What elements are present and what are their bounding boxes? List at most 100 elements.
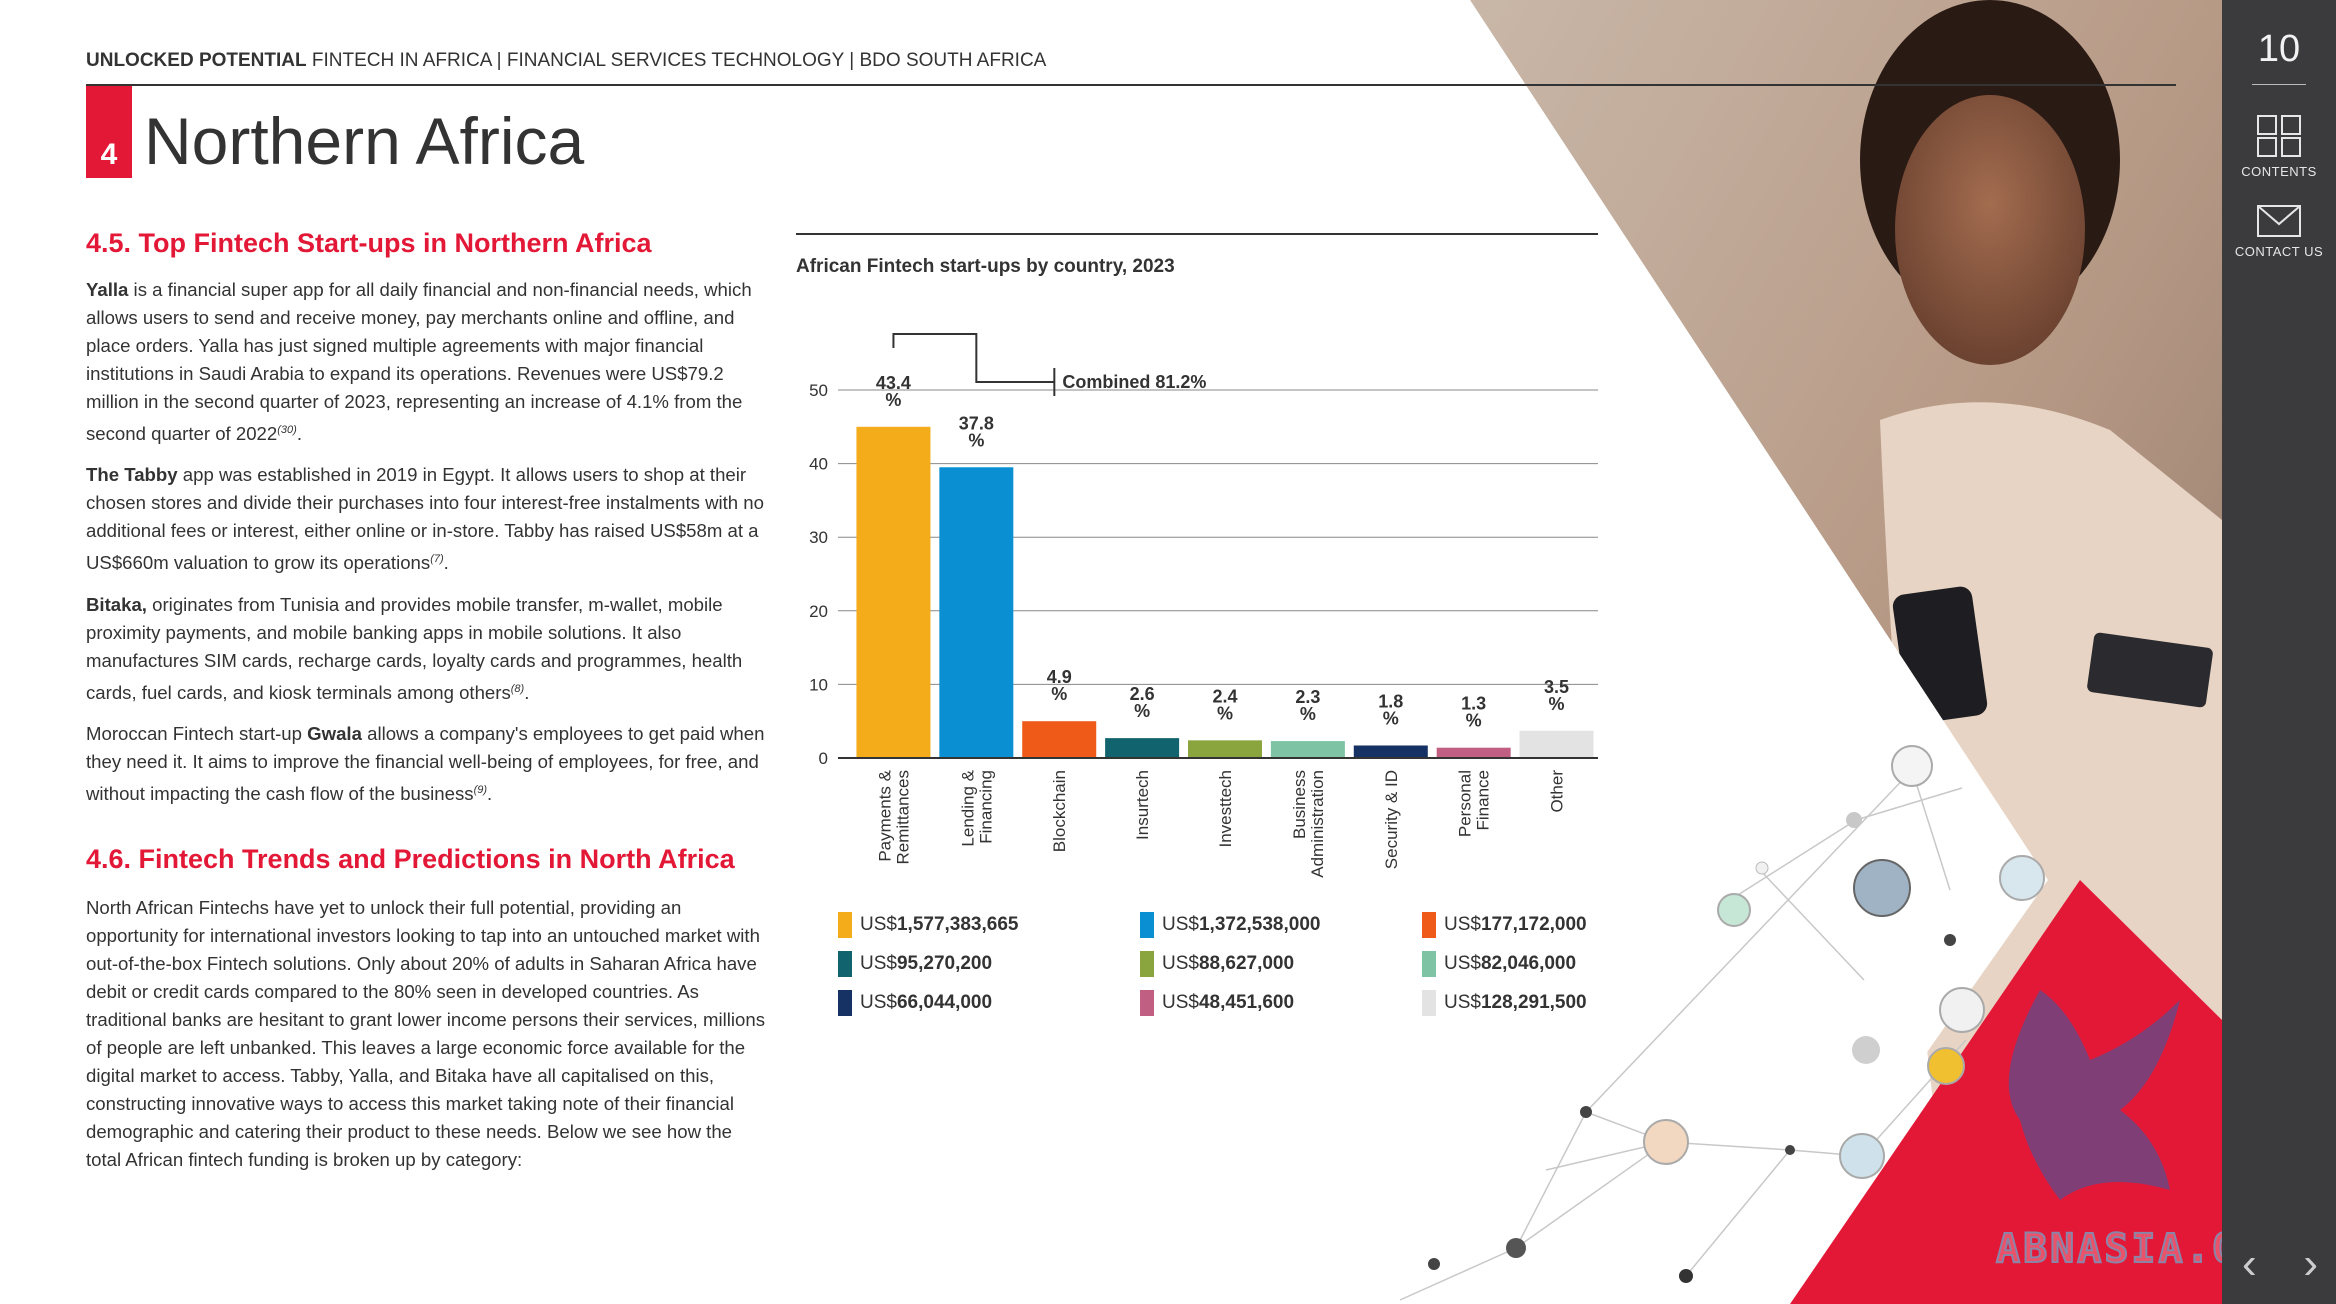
tabby-end: . [443,552,449,574]
x-tick-label: Administration [1308,770,1327,878]
x-tick-label: Lending & [958,769,977,846]
data-label: % [1466,711,1482,731]
legend-prefix: US$ [860,914,897,935]
sidebar-divider [2252,84,2306,85]
y-tick-label: 20 [809,602,828,621]
contact-us-label: CONTACT US [2234,244,2324,259]
y-tick-label: 0 [819,749,828,768]
contents-label: CONTENTS [2241,164,2317,179]
bar [1022,721,1097,758]
network-icons [1428,745,2045,1283]
paragraph-trends: North African Fintechs have yet to unloc… [86,897,765,1170]
data-label: % [1383,708,1399,728]
x-tick-label: Remittances [893,770,912,864]
legend-swatch [1422,990,1436,1016]
x-tick-label: Personal [1456,770,1475,837]
legend-prefix: US$ [860,992,897,1013]
legend-swatch [1140,951,1154,977]
header-divider [86,84,2176,86]
bar [1519,730,1594,758]
chevron-right-icon[interactable]: › [2303,1239,2318,1288]
data-label: % [1300,704,1316,724]
legend-item: US$88,627,000 [1140,951,1294,979]
x-tick-label: Insurtech [1133,770,1152,840]
bar [1105,738,1180,758]
legend-amount: 177,172,000 [1480,914,1587,935]
bitaka-ref: (8) [510,683,525,695]
legend-swatch [1422,951,1436,977]
bar [1270,741,1345,758]
legend-item: US$177,172,000 [1422,912,1587,940]
dragon-logo [2008,990,2180,1200]
gwala-ref: (9) [473,784,488,796]
bar-chart: 0 10 20 30 40 50 43.4% Payments & Remittances 37.… [809,333,1598,878]
legend-swatch [1422,912,1436,938]
data-label: 1.3 [1461,694,1486,714]
tabby-text: app was established in 2019 in Egypt. It… [86,464,764,574]
contents-button[interactable]: CONTENTS [2222,114,2336,179]
legend-prefix: US$ [1444,992,1481,1013]
bitaka-end: . [524,682,530,704]
envelope-icon [2257,205,2301,237]
x-tick-label: Business [1290,770,1309,839]
header-subtitle: FINTECH IN AFRICA | FINANCIAL SERVICES T… [311,50,1047,71]
section-title-trends: 4.6. Fintech Trends and Predictions in N… [86,844,735,874]
paragraph-gwala: Moroccan Fintech start-up Gwala allows a… [86,720,766,808]
data-label: % [1217,703,1233,723]
chevron-left-icon[interactable]: ‹ [2242,1239,2257,1288]
grid-icon [2257,115,2301,157]
legend-amount: 82,046,000 [1480,953,1577,974]
gwala-text: allows a company's employees to get paid… [86,723,765,805]
paragraph-bitaka: Bitaka, originates from Tunisia and prov… [86,591,766,707]
data-label: 2.6 [1130,684,1155,704]
chart-legend: US$1,577,383,665 US$1,372,538,000 US$177,1… [838,912,1618,1032]
x-tick-label: Security & ID [1382,770,1401,869]
x-tick-label: Finance [1474,770,1493,830]
x-tick-label: Other [1548,770,1567,813]
data-label: 2.4 [1212,686,1237,706]
chart-divider [796,233,1598,235]
bar [1188,740,1262,758]
gwala-end: . [487,783,493,805]
data-label: % [1051,684,1067,704]
yalla-end: . [296,423,302,445]
data-label: 37.8 [959,413,994,433]
bitaka-text: originates from Tunisia and provides mob… [86,594,743,704]
data-label: 43.4 [876,373,911,393]
paragraph-yalla: Yalla is a financial super app for all d… [86,276,766,448]
legend-item: US$82,046,000 [1422,951,1576,979]
legend-item: US$95,270,200 [838,951,992,979]
legend-prefix: US$ [1162,953,1199,974]
legend-swatch [1140,990,1154,1016]
yalla-name: Yalla [86,279,129,300]
x-tick-label: Investtech [1216,770,1235,848]
bar [1353,745,1428,758]
legend-amount: 66,044,000 [896,992,993,1013]
legend-amount: 95,270,200 [896,953,993,974]
y-tick-label: 50 [809,381,828,400]
bar [1436,747,1511,758]
data-label: % [1549,694,1565,714]
data-label: 2.3 [1295,687,1320,707]
legend-prefix: US$ [1162,992,1199,1013]
legend-amount: 48,451,600 [1198,992,1295,1013]
data-label: % [885,390,901,410]
contact-us-button[interactable]: CONTACT US [2222,204,2336,259]
chart-title: African Fintech start-ups by country, 20… [796,256,1175,277]
x-tick-label: Financing [976,770,995,844]
tabby-ref: (7) [430,553,444,565]
yalla-text: is a financial super app for all daily f… [86,279,752,445]
hero-photo [1399,0,2222,1304]
legend-amount: 88,627,000 [1198,953,1295,974]
legend-amount: 128,291,500 [1480,992,1587,1013]
bitaka-name: Bitaka, [86,594,147,615]
y-tick-label: 30 [809,528,828,547]
bar [939,467,1014,758]
yalla-ref: (30) [277,424,297,436]
page-number: 10 [2257,28,2301,70]
x-tick-label: Payments & [875,769,894,861]
page-header: UNLOCKED POTENTIAL FINTECH IN AFRICA | F… [86,50,1046,72]
legend-swatch [1140,912,1154,938]
sidebar-nav: 10 CONTENTS CONTACT US ‹ › [2222,0,2336,1304]
legend-prefix: US$ [1444,953,1481,974]
